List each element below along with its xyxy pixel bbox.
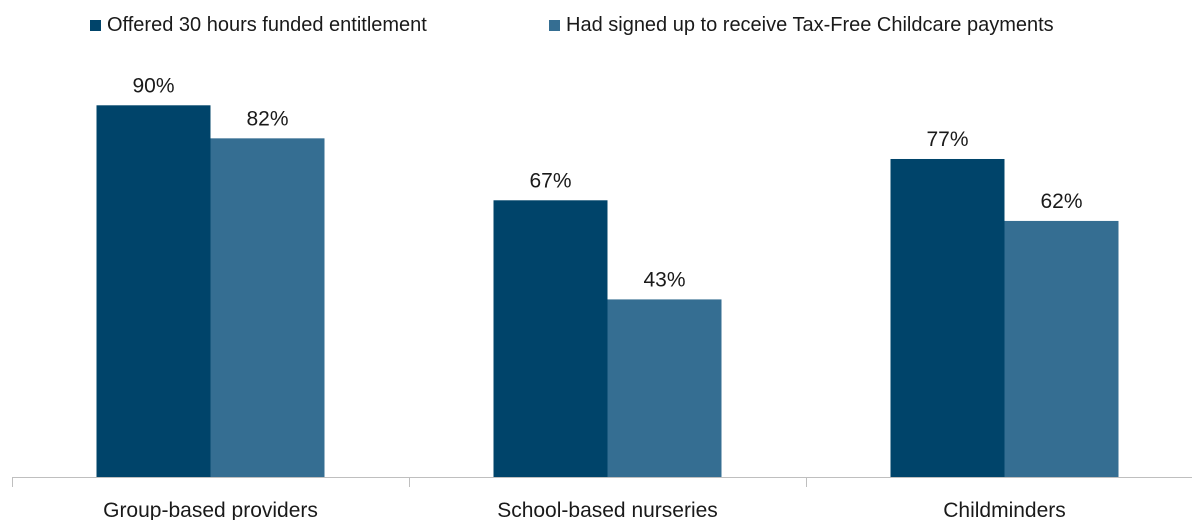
legend-swatch-offered-30-hours (90, 20, 101, 31)
legend-label-offered-30-hours: Offered 30 hours funded entitlement (107, 14, 427, 36)
bar-group-based-providers-series-1 (96, 105, 211, 478)
bar-school-based-nurseries-series-1 (493, 200, 608, 478)
data-label-childminders-series-2: 62% (1040, 190, 1082, 213)
data-label-childminders-series-1: 77% (926, 128, 968, 151)
data-label-school-based-nurseries-series-1: 67% (529, 169, 571, 192)
bar-school-based-nurseries-series-2 (607, 299, 722, 477)
legend-label-tax-free-childcare: Had signed up to receive Tax-Free Childc… (566, 14, 1054, 36)
legend-item-offered-30-hours: Offered 30 hours funded entitlement (90, 14, 427, 37)
bar-group-based-providers-series-2 (210, 138, 325, 477)
category-label-school-based-nurseries: School-based nurseries (497, 499, 718, 520)
data-label-group-based-providers-series-1: 90% (132, 74, 174, 97)
legend-item-tax-free-childcare: Had signed up to receive Tax-Free Childc… (549, 14, 1054, 37)
bar-childminders-series-2 (1004, 220, 1119, 477)
chart-legend: Offered 30 hours funded entitlement Had … (0, 14, 1192, 48)
data-label-group-based-providers-series-2: 82% (246, 107, 288, 130)
legend-swatch-tax-free-childcare (549, 20, 560, 31)
category-label-childminders: Childminders (943, 499, 1066, 520)
bar-childminders-series-1 (890, 158, 1005, 478)
data-label-school-based-nurseries-series-2: 43% (643, 268, 685, 291)
category-label-group-based-providers: Group-based providers (103, 499, 318, 520)
